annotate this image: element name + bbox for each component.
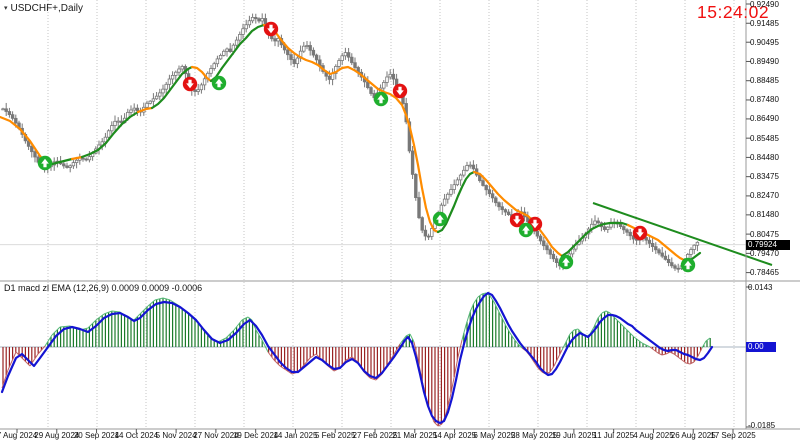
symbol-label-text: USDCHF+,Daily bbox=[10, 3, 84, 14]
date-label: 19 Jun 2025 bbox=[551, 431, 596, 440]
date-label: 27 Feb 2025 bbox=[352, 431, 398, 440]
price-label: 0.90495 bbox=[750, 37, 779, 47]
bid-price-marker: 0.79924 bbox=[746, 240, 790, 250]
date-label: 5 Feb 2025 bbox=[314, 431, 356, 440]
date-label: 20 Sep 2024 bbox=[73, 431, 120, 440]
sell-signal-icon bbox=[263, 21, 279, 37]
sell-signal-icon bbox=[182, 76, 198, 92]
buy-signal-icon bbox=[558, 254, 574, 270]
price-label: 0.79470 bbox=[750, 248, 779, 258]
date-label: 11 Jul 2025 bbox=[593, 431, 635, 440]
date-label: 7 Aug 2024 bbox=[0, 431, 38, 440]
price-label: 0.78465 bbox=[750, 268, 779, 278]
buy-signal-icon bbox=[432, 211, 448, 227]
date-label: 27 Nov 2024 bbox=[193, 431, 239, 440]
price-label: 0.91485 bbox=[750, 18, 779, 28]
candles-layer bbox=[1, 13, 700, 273]
date-label: 29 Aug 2024 bbox=[34, 431, 80, 440]
price-label: 0.87480 bbox=[750, 95, 779, 105]
symbol-dropdown-icon: ▾ bbox=[4, 5, 8, 12]
price-label: 0.81480 bbox=[750, 210, 779, 220]
sell-signal-icon bbox=[392, 83, 408, 99]
date-label: 5 Nov 2024 bbox=[155, 431, 197, 440]
sell-signal-icon bbox=[509, 212, 525, 228]
frame-layer bbox=[0, 0, 800, 433]
price-label: 0.88485 bbox=[750, 76, 779, 86]
price-label: 0.92490 bbox=[750, 0, 779, 9]
clock-overlay: 15:24:02 bbox=[697, 2, 770, 22]
price-label: 0.83475 bbox=[750, 172, 779, 182]
buy-signal-icon bbox=[211, 75, 227, 91]
price-label: 0.82470 bbox=[750, 191, 779, 201]
price-label: 0.80475 bbox=[750, 229, 779, 239]
buy-signal-icon bbox=[518, 222, 534, 238]
date-label: 6 May 2025 bbox=[473, 431, 516, 440]
macd-range-top: 0.0143 bbox=[748, 283, 773, 292]
macd-range-bottom: -0.0185 bbox=[748, 421, 776, 430]
buy-signal-icon bbox=[37, 155, 53, 171]
signals-layer bbox=[37, 21, 696, 273]
date-label: 4 Aug 2025 bbox=[633, 431, 674, 440]
price-label: 0.89490 bbox=[750, 56, 779, 66]
price-label: 0.85485 bbox=[750, 133, 779, 143]
indicator-label: D1 macd zl EMA (12,26,9) 0.0009 0.0009 -… bbox=[4, 283, 203, 293]
date-label: 17 Sep 2025 bbox=[710, 431, 756, 440]
date-label: 21 Mar 2025 bbox=[392, 431, 438, 440]
symbol-selector[interactable]: ▾ USDCHF+,Daily bbox=[4, 3, 83, 14]
buy-signal-icon bbox=[373, 91, 389, 107]
macd-signal-line bbox=[0, 291, 714, 425]
sell-signal-icon bbox=[632, 225, 648, 241]
macd-zero-marker: 0.00 bbox=[746, 342, 776, 352]
trendline[interactable] bbox=[592, 202, 773, 266]
date-label: 14 Oct 2024 bbox=[114, 431, 159, 440]
grid-layer bbox=[47, 0, 735, 429]
date-label: 28 May 2025 bbox=[510, 431, 558, 440]
price-label: 0.84480 bbox=[750, 152, 779, 162]
buy-signal-icon bbox=[680, 257, 696, 273]
date-label: 19 Dec 2024 bbox=[232, 431, 279, 440]
date-label: 26 Aug 2025 bbox=[670, 431, 716, 440]
date-label: 14 Apr 2025 bbox=[432, 431, 477, 440]
macd-layer bbox=[0, 291, 746, 427]
date-label: 14 Jan 2025 bbox=[273, 431, 318, 440]
price-label: 0.86490 bbox=[750, 114, 779, 124]
